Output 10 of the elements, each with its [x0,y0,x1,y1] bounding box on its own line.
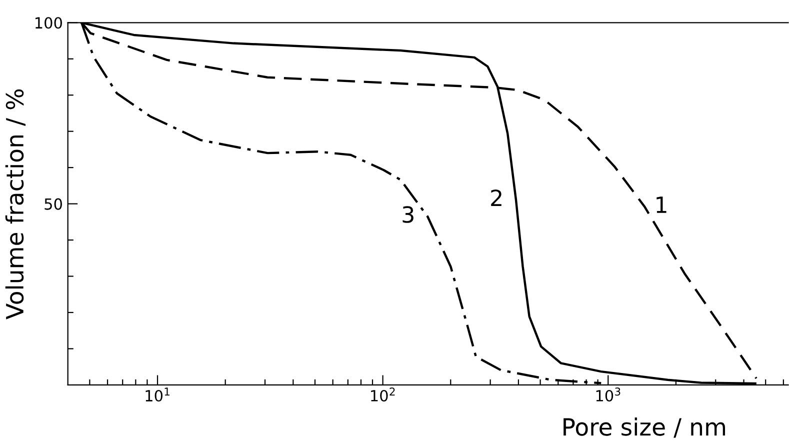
series-label: 1 [656,196,666,213]
x-tick-label: 10$^{2}$ [371,388,395,402]
series-label: 3 [402,206,414,223]
x-tick-label: 10$^{3}$ [596,388,620,402]
y-axis-title: Volume fraction / % [5,89,26,320]
series-label: 2 [491,189,502,206]
y-tick-label: 50 [44,198,62,210]
y-tick-label: 100 [36,17,62,29]
x-tick-label: 10$^{1}$ [146,388,170,402]
x-axis-title: Pore size / nm [564,418,726,438]
